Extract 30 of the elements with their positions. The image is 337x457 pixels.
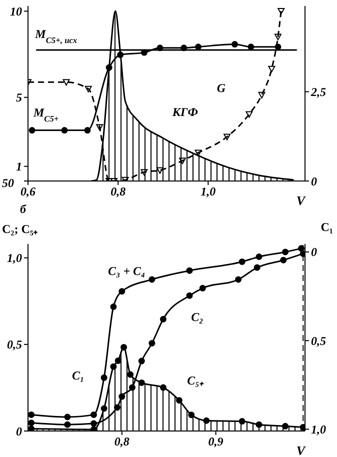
x-tick-label: 0,9	[208, 434, 224, 449]
x-tick-label: 0,8	[114, 434, 130, 449]
y-tick-label: 1	[16, 160, 22, 174]
y-tick-label: 0,5	[7, 338, 22, 352]
y-tick-label: 10	[10, 4, 22, 18]
y2-tick-label: 0	[311, 245, 317, 260]
series-label: C₅₊	[187, 373, 204, 388]
y2-tick-label: 0	[311, 174, 317, 188]
text: б	[20, 202, 26, 217]
x-axis-title: V	[296, 443, 306, 457]
y2-axis-title: C₁	[320, 220, 333, 235]
y-tick-label: 1,0	[7, 251, 22, 266]
text: 50	[2, 176, 14, 191]
series-label: C₁	[72, 368, 84, 383]
series-label: C₂	[191, 310, 204, 324]
x-tick-label: 0,8	[110, 184, 126, 199]
legend-label: M$_{C5+}$	[32, 105, 59, 123]
series-label: КГФ	[171, 105, 198, 120]
series-label: M$_{C5+, исх}$	[34, 26, 78, 44]
text: G	[216, 81, 226, 96]
y2-tick-label: 0,5	[311, 334, 326, 348]
y2-tick-label: 1,0	[311, 422, 326, 436]
y-tick-label: 0	[16, 424, 22, 438]
x-tick-label: 1,0	[200, 184, 216, 199]
x-tick-label: 0,6	[20, 184, 36, 199]
y2-tick-label: 2,5	[310, 84, 326, 99]
annotation: C₃ + C₄	[108, 264, 146, 279]
x-axis-title: V	[296, 193, 306, 208]
y-axis-title: C₂; C₅₊	[2, 221, 38, 237]
y-tick-label: 5	[16, 90, 22, 105]
